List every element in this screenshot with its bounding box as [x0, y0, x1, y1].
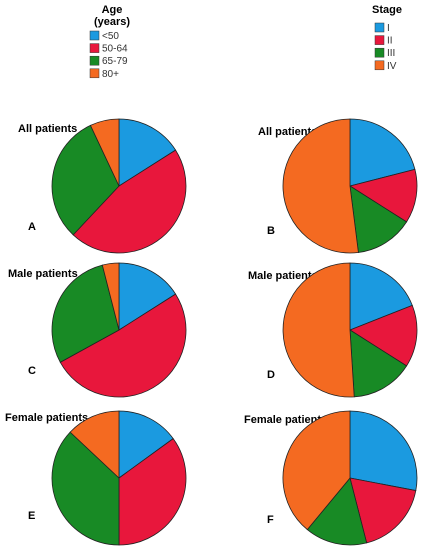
- pie-slice-b-i: [349, 118, 416, 187]
- pie-slice-d-iv: [282, 262, 355, 398]
- pie-slice-a-under-50: [118, 118, 177, 187]
- stage-legend-label-iv: IV: [387, 61, 397, 72]
- pie-male-patients-age: [51, 262, 187, 398]
- panel-c-title: Male patients: [8, 268, 78, 280]
- stage-legend-label-ii: II: [387, 36, 393, 47]
- pie-slice-e-80-plus: [69, 410, 120, 479]
- age-legend-label-65-79: 65-79: [102, 56, 128, 67]
- panel-b-title: All patients: [258, 126, 317, 138]
- stage-legend-swatch-ii: [374, 35, 385, 45]
- pie-all-patients-stage: [282, 118, 418, 254]
- pie-slice-f-ii: [349, 477, 417, 544]
- panel-d-title: Male patients: [248, 270, 318, 282]
- pie-slice-a-65-79: [51, 124, 120, 236]
- pie-slice-b-iii: [349, 185, 408, 253]
- pie-male-patients-stage: [282, 262, 418, 398]
- pie-slice-d-i: [349, 262, 413, 331]
- pie-slice-b-ii: [349, 168, 418, 223]
- pie-slice-f-i: [349, 410, 418, 492]
- stage-legend-label-iii: III: [387, 48, 395, 59]
- pie-slice-e-50-64: [118, 438, 187, 546]
- panel-e-title: Female patients: [5, 412, 88, 424]
- stage-legend-title: Stage: [372, 4, 402, 16]
- pie-slice-c-under-50: [118, 262, 177, 331]
- pie-slice-b-iv: [282, 118, 359, 254]
- pie-slice-d-iii: [349, 329, 408, 398]
- pie-all-patients-age: [51, 118, 187, 254]
- stage-legend-swatch-iii: [374, 47, 385, 58]
- age-legend-title-line-1: Age: [102, 4, 123, 16]
- stage-legend-label-i: I: [387, 23, 390, 34]
- age-legend-swatch-65-79: [89, 55, 100, 66]
- pie-slice-e-under-50: [118, 410, 174, 479]
- panel-d-letter: D: [267, 369, 275, 381]
- age-legend-label-under-50: <50: [102, 31, 119, 42]
- age-legend-swatch-50-64: [89, 43, 100, 53]
- age-legend-title-line-2: (years): [94, 16, 130, 28]
- pie-slice-c-50-64: [59, 293, 187, 398]
- panel-c-letter: C: [28, 365, 36, 377]
- pie-slice-f-iii: [306, 477, 368, 546]
- age-legend-label-50-64: 50-64: [102, 44, 128, 55]
- stage-legend-swatch-i: [374, 22, 385, 33]
- pie-slice-c-65-79: [51, 264, 120, 363]
- pie-slice-d-ii: [349, 304, 418, 367]
- pie-female-patients-age: [51, 410, 187, 546]
- panel-b-letter: B: [267, 225, 275, 237]
- stage-legend-swatch-iv: [374, 60, 385, 71]
- pie-slice-a-50-64: [72, 149, 187, 254]
- panel-a-title: All patients: [18, 123, 77, 135]
- pie-female-patients-stage: [282, 410, 418, 546]
- age-legend-label-80-plus: 80+: [102, 69, 119, 80]
- pie-slice-a-80-plus: [89, 118, 120, 187]
- pie-slice-f-iv: [282, 410, 351, 531]
- panel-a-letter: A: [28, 221, 36, 233]
- panel-f-letter: F: [267, 514, 274, 526]
- panel-f-title: Female patients: [244, 414, 327, 426]
- age-legend-swatch-80-plus: [89, 68, 100, 79]
- age-legend-swatch-under-50: [89, 30, 100, 41]
- panel-e-letter: E: [28, 510, 35, 522]
- pie-slice-e-65-79: [51, 431, 120, 546]
- pie-slice-c-80-plus: [101, 262, 120, 331]
